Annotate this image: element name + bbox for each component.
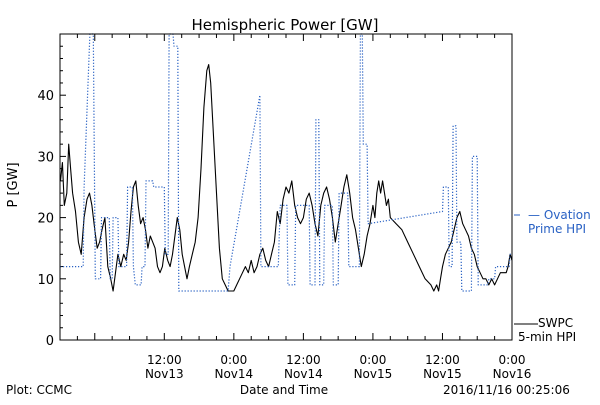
x-tick-date-3: Nov15 <box>354 367 393 381</box>
x-tick-date-0: Nov13 <box>145 367 184 381</box>
x-tick-date-5: Nov16 <box>493 367 532 381</box>
x-tick-time-1: 0:00 <box>220 353 247 367</box>
legend-ovation-line1: — Ovation <box>528 208 591 222</box>
y-tick-label-0: 0 <box>46 334 54 349</box>
x-tick-date-4: Nov15 <box>423 367 462 381</box>
series-layer <box>59 33 513 292</box>
chart-title: Hemispheric Power [GW] <box>192 16 379 34</box>
y-tick-label-2: 20 <box>37 212 54 227</box>
x-tick-time-4: 12:00 <box>425 353 460 367</box>
y-axis-ticks: 0 10 20 30 40 <box>37 45 66 349</box>
y-tick-label-4: 40 <box>37 89 54 104</box>
legend-ovation-line2: Prime HPI <box>528 222 586 236</box>
legend-swpc: SWPC 5-min HPI <box>514 316 576 344</box>
legend-swpc-line2: 5-min HPI <box>518 330 576 344</box>
legend-swpc-line1: SWPC <box>538 316 573 330</box>
legend-ovation: — Ovation Prime HPI <box>514 208 591 236</box>
x-tick-time-5: 0:00 <box>499 353 526 367</box>
y-axis-label: P [GW] <box>6 162 21 207</box>
series-ovation-line <box>60 33 512 292</box>
x-axis-ticks: 12:00Nov130:00Nov1412:00Nov140:00Nov1512… <box>59 34 532 381</box>
x-tick-time-3: 0:00 <box>359 353 386 367</box>
y-tick-label-3: 30 <box>37 150 54 165</box>
x-axis-label: Date and Time <box>240 383 328 397</box>
x-tick-time-0: 12:00 <box>147 353 182 367</box>
x-tick-time-2: 12:00 <box>286 353 321 367</box>
x-tick-date-1: Nov14 <box>214 367 253 381</box>
x-tick-date-2: Nov14 <box>284 367 323 381</box>
footer-timestamp: 2016/11/16 00:25:06 <box>443 383 570 397</box>
footer-plot-credit: Plot: CCMC <box>6 383 72 397</box>
plot-frame <box>59 33 513 341</box>
y-tick-label-1: 10 <box>37 273 54 288</box>
series-swpc-line <box>59 64 513 292</box>
